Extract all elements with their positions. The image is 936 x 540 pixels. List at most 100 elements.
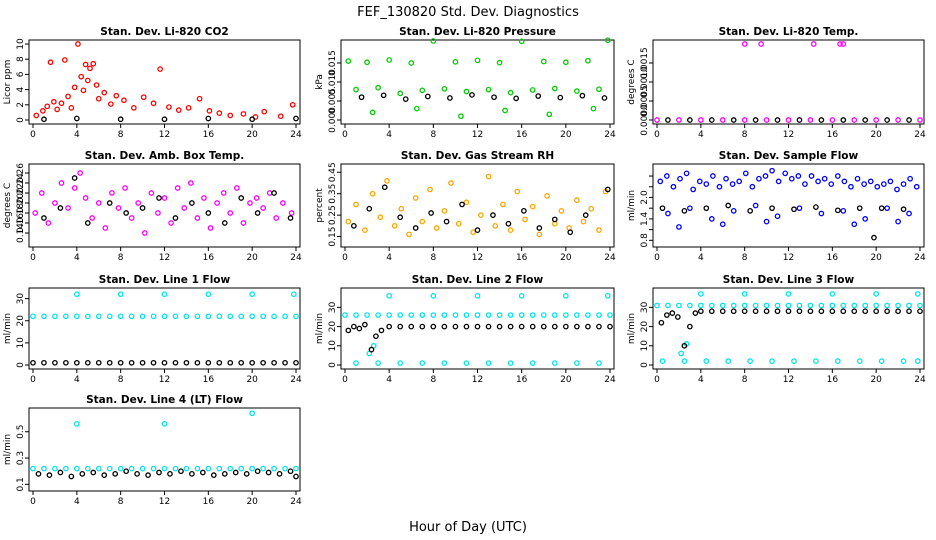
data-point [551, 360, 558, 366]
y-tick-label: 0.3 [16, 451, 26, 465]
data-point [84, 313, 91, 320]
data-point [139, 465, 146, 472]
data-point [427, 186, 433, 193]
data-point [238, 313, 245, 320]
data-point [867, 178, 874, 185]
y-tick-label: 20 [328, 321, 338, 333]
data-point [166, 104, 172, 110]
data-point [774, 302, 781, 309]
data-point [500, 201, 506, 208]
data-point [73, 359, 80, 366]
data-point [87, 65, 93, 72]
data-point [271, 313, 277, 320]
y-tick-label: 0.0010 [640, 66, 650, 98]
x-tick-label: 4 [698, 375, 704, 385]
data-point [227, 313, 234, 320]
x-tick-label: 20 [246, 375, 258, 385]
data-point [156, 469, 162, 476]
data-point [840, 302, 847, 309]
data-point [574, 323, 580, 330]
data-point [75, 41, 81, 47]
data-point [68, 473, 75, 480]
data-point [398, 205, 405, 212]
data-point [752, 202, 759, 209]
data-point [774, 117, 781, 123]
data-point [710, 173, 716, 179]
data-point [128, 215, 135, 221]
data-point [82, 195, 89, 201]
data-point [906, 308, 912, 315]
data-point [101, 89, 108, 96]
panel-title: Stan. Dev. Sample Flow [719, 150, 859, 162]
data-point [156, 195, 162, 201]
data-point [282, 465, 288, 472]
panel-3: Stan. Dev. Li-820 Temp. degrees C 0 4 8 12 16 2… [627, 26, 926, 140]
x-tick-label: 12 [472, 130, 483, 140]
data-point [216, 110, 223, 117]
data-point [752, 302, 759, 309]
data-point [729, 181, 736, 187]
data-point [900, 206, 907, 213]
x-tick-label: 4 [386, 253, 392, 263]
data-point [145, 472, 151, 479]
data-point [247, 200, 253, 206]
data-point [455, 220, 462, 227]
data-point [756, 175, 762, 182]
data-point [719, 221, 726, 228]
data-point [63, 313, 69, 320]
data-point [492, 223, 499, 229]
data-point [441, 323, 448, 330]
data-point [562, 292, 569, 299]
data-point [45, 220, 52, 226]
data-point [676, 224, 682, 230]
series-2 [350, 184, 611, 236]
data-point [496, 323, 503, 330]
data-point [238, 359, 245, 366]
panel-title: Stan. Dev. Line 3 Flow [723, 274, 855, 286]
x-tick-label: 20 [560, 130, 572, 140]
x-tick-label: 20 [870, 375, 882, 385]
data-point [430, 292, 437, 299]
data-point [463, 88, 470, 95]
data-point [227, 112, 234, 119]
data-point [752, 308, 759, 315]
data-point [90, 60, 97, 67]
data-point [80, 87, 87, 94]
data-point [130, 104, 137, 111]
data-point [174, 185, 181, 191]
data-point [840, 41, 847, 47]
data-point [172, 215, 179, 221]
data-point [150, 313, 157, 320]
data-point [84, 77, 91, 84]
data-point [161, 195, 168, 201]
data-point [71, 84, 78, 91]
data-point [419, 87, 426, 94]
y-tick-label: 10 [640, 340, 650, 352]
data-point [913, 183, 920, 190]
data-point [788, 175, 795, 182]
plot-frame [340, 163, 615, 248]
data-point [683, 170, 690, 177]
y-tick-label: 0.005 [328, 88, 338, 114]
data-point [540, 312, 547, 318]
data-point [914, 291, 921, 297]
x-tick-label: 8 [118, 130, 124, 140]
panel-5: Stan. Dev. Gas Stream RH percent 0 4 8 12 16 20… [315, 150, 616, 263]
data-point [356, 325, 363, 332]
data-point [227, 359, 234, 366]
x-tick-label: 0 [654, 375, 660, 385]
data-point [249, 313, 256, 320]
data-point [194, 465, 201, 472]
panel-2: Stan. Dev. Li-820 Pressure kPa 0 4 8 12 16 20 24… [315, 26, 616, 140]
data-point [58, 100, 65, 107]
series-2 [345, 321, 613, 353]
data-point [469, 92, 475, 98]
data-point [491, 94, 497, 101]
data-point [551, 323, 558, 330]
data-point [785, 302, 792, 309]
data-point [829, 117, 836, 123]
data-point [181, 205, 188, 211]
data-point [249, 359, 256, 366]
x-tick-label: 24 [290, 253, 302, 263]
data-point [507, 89, 514, 96]
